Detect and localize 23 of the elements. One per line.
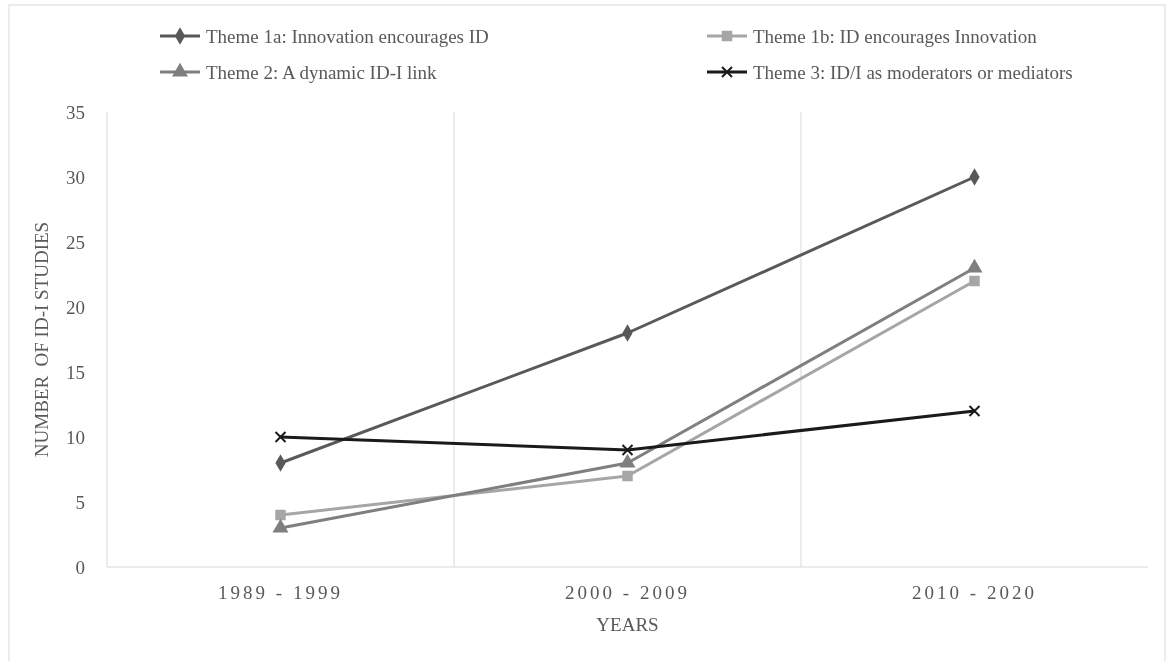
legend-label: Theme 3: ID/I as moderators or mediators xyxy=(753,61,1073,83)
y-tick-label: 10 xyxy=(66,426,85,448)
point xyxy=(275,509,286,521)
legend-label: Theme 2: A dynamic ID-I link xyxy=(206,61,438,83)
legend-label: Theme 1a: Innovation encourages ID xyxy=(206,25,489,47)
point xyxy=(969,275,980,287)
x-axis-title: YEARS xyxy=(596,614,659,635)
x-tick-label: 2000 - 2009 xyxy=(565,582,690,603)
x-tick-label: 2010 - 2020 xyxy=(912,582,1037,603)
point xyxy=(621,444,634,456)
point xyxy=(274,431,287,443)
y-tick-label: 15 xyxy=(66,361,85,383)
y-tick-label: 25 xyxy=(66,231,85,253)
x-tick-label: 1989 - 1999 xyxy=(218,582,343,603)
y-axis-title: NUMBER OF ID-I STUDIES xyxy=(31,221,52,458)
point xyxy=(968,405,981,417)
y-tick-label: 0 xyxy=(75,556,85,578)
y-tick-label: 5 xyxy=(75,491,85,513)
y-tick-label: 20 xyxy=(66,296,85,318)
y-tick-label: 35 xyxy=(66,101,85,123)
legend-label: Theme 1b: ID encourages Innovation xyxy=(753,25,1038,47)
y-tick-label: 30 xyxy=(66,166,85,188)
point xyxy=(622,470,633,482)
